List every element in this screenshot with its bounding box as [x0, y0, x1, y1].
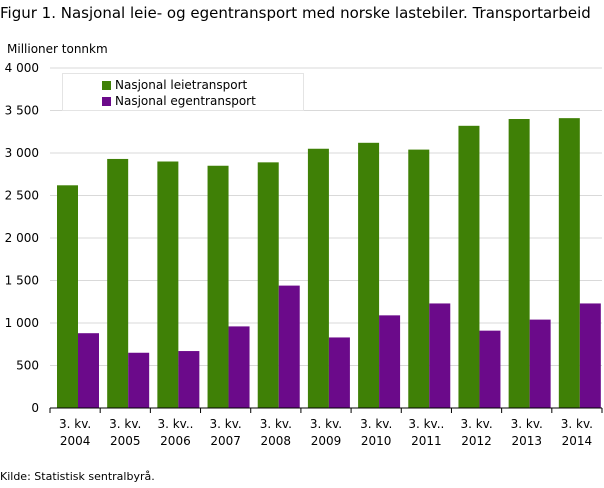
bar-egentransport: [429, 303, 451, 408]
x-tick-label-year: 2012: [461, 434, 492, 448]
x-tick-label-quarter: 3. kv.: [360, 417, 392, 431]
legend-label-leietransport: Nasjonal leietransport: [115, 78, 248, 92]
y-tick-label: 2 500: [5, 189, 39, 203]
x-tick-label-quarter: 3. kv.: [59, 417, 91, 431]
x-tick-label-year: 2006: [160, 434, 191, 448]
x-tick-label-quarter: 3. kv.: [511, 417, 543, 431]
legend: Nasjonal leietransport Nasjonal egentran…: [62, 73, 304, 111]
y-tick-label: 500: [16, 359, 39, 373]
bar-leietransport: [257, 162, 279, 408]
bar-leietransport: [307, 148, 329, 408]
source-note: Kilde: Statistisk sentralbyrå.: [0, 470, 155, 483]
x-tick-label-year: 2005: [110, 434, 141, 448]
bar-egentransport: [228, 326, 250, 408]
x-tick-label-year: 2009: [311, 434, 342, 448]
legend-label-egentransport: Nasjonal egentransport: [115, 94, 256, 108]
bar-leietransport: [207, 165, 229, 408]
y-tick-label: 3 000: [5, 146, 39, 160]
x-tick-label-quarter: 3. kv.: [460, 417, 492, 431]
x-tick-label-year: 2013: [511, 434, 542, 448]
y-axis-unit-label: Millioner tonnkm: [7, 42, 108, 56]
bar-egentransport: [529, 319, 551, 408]
bar-egentransport: [78, 333, 99, 408]
bar-egentransport: [128, 352, 150, 408]
x-tick-label-year: 2014: [562, 434, 593, 448]
y-tick-label: 1 500: [5, 274, 39, 288]
y-tick-label: 0: [31, 401, 39, 415]
bar-egentransport: [178, 351, 200, 408]
x-tick-label-quarter: 3. kv..: [408, 417, 444, 431]
bar-leietransport: [157, 161, 179, 408]
x-tick-label-quarter: 3. kv..: [157, 417, 193, 431]
bar-leietransport: [408, 149, 430, 408]
bar-egentransport: [379, 315, 401, 408]
x-tick-label-quarter: 3. kv.: [310, 417, 342, 431]
x-tick-label-year: 2010: [361, 434, 392, 448]
bar-egentransport: [278, 285, 300, 408]
legend-item-egentransport: Nasjonal egentransport: [102, 93, 256, 109]
x-tick-label-year: 2011: [411, 434, 442, 448]
bar-leietransport: [508, 119, 530, 408]
bar-leietransport: [107, 158, 129, 408]
y-tick-label: 1 000: [5, 316, 39, 330]
x-tick-label-year: 2008: [261, 434, 292, 448]
x-tick-label-year: 2007: [210, 434, 241, 448]
y-tick-label: 3 500: [5, 104, 39, 118]
legend-item-leietransport: Nasjonal leietransport: [102, 77, 247, 93]
x-tick-label-quarter: 3. kv.: [210, 417, 242, 431]
bar-leietransport: [358, 142, 380, 409]
bar-leietransport: [458, 125, 480, 409]
y-tick-label: 4 000: [5, 61, 39, 75]
legend-swatch-leietransport: [102, 80, 111, 90]
x-tick-label-year: 2004: [60, 434, 91, 448]
x-tick-label-quarter: 3. kv.: [260, 417, 292, 431]
y-tick-label: 2 000: [5, 231, 39, 245]
x-tick-label-quarter: 3. kv.: [109, 417, 141, 431]
bar-leietransport: [558, 118, 580, 409]
bar-leietransport: [57, 185, 78, 408]
legend-swatch-egentransport: [102, 96, 111, 106]
bar-egentransport: [479, 330, 501, 408]
bar-egentransport: [328, 337, 350, 408]
chart-title: Figur 1. Nasjonal leie- og egentransport…: [0, 4, 591, 22]
bar-egentransport: [579, 303, 601, 408]
x-tick-label-quarter: 3. kv.: [561, 417, 593, 431]
